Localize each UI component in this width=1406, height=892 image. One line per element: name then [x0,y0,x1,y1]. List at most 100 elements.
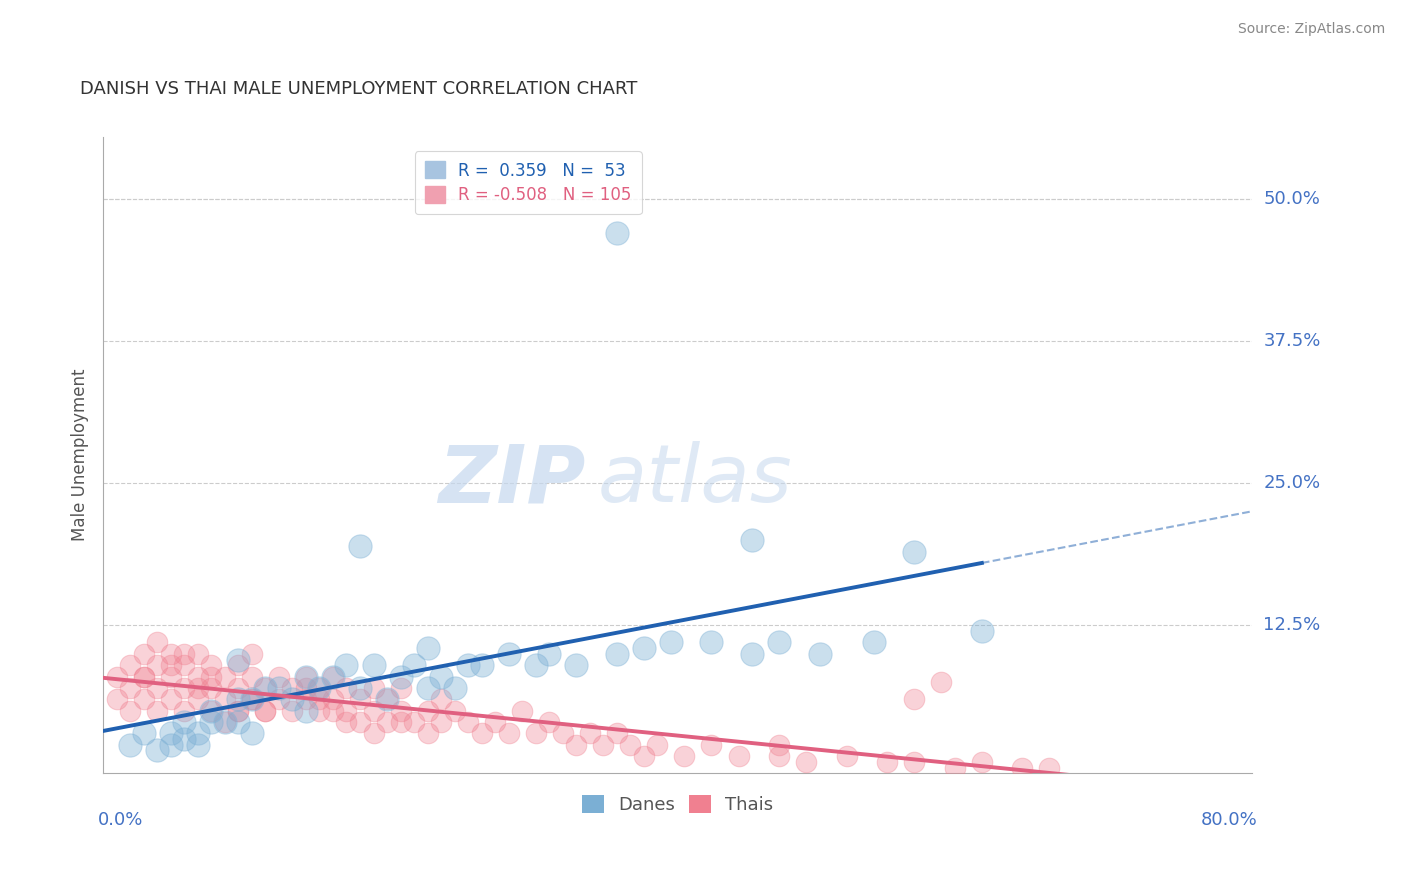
Point [862,635,884,649]
Point [498,726,520,740]
Point [457,714,479,729]
Point [430,714,453,729]
Point [349,692,371,706]
Point [416,681,439,695]
Point [416,704,439,718]
Point [363,658,385,673]
Point [173,704,195,718]
Point [254,704,277,718]
Text: 50.0%: 50.0% [1264,190,1320,208]
Point [226,704,249,718]
Point [443,681,465,695]
Point [214,692,236,706]
Point [375,714,398,729]
Point [363,681,385,695]
Point [173,681,195,695]
Point [606,227,628,241]
Point [335,704,357,718]
Point [903,544,925,558]
Point [240,692,263,706]
Point [120,658,142,673]
Point [565,738,588,752]
Point [741,533,763,548]
Point [363,726,385,740]
Point [943,760,966,774]
Point [226,692,249,706]
Point [349,539,371,553]
Point [308,681,330,695]
Point [308,681,330,695]
Text: 25.0%: 25.0% [1264,475,1320,492]
Point [200,669,222,683]
Point [214,669,236,683]
Point [254,704,277,718]
Point [430,669,453,683]
Point [402,658,425,673]
Point [322,669,344,683]
Point [159,658,181,673]
Point [929,675,952,690]
Point [510,704,533,718]
Point [322,692,344,706]
Point [281,692,304,706]
Point [226,658,249,673]
Point [187,726,209,740]
Point [700,738,723,752]
Point [173,714,195,729]
Point [173,658,195,673]
Point [416,726,439,740]
Point [970,624,993,639]
Point [132,669,155,683]
Point [322,669,344,683]
Point [835,749,858,764]
Point [226,704,249,718]
Point [146,635,169,649]
Point [281,704,304,718]
Point [578,726,600,740]
Point [484,714,506,729]
Point [146,743,169,757]
Point [349,681,371,695]
Point [295,681,318,695]
Point [187,738,209,752]
Text: 0.0%: 0.0% [97,812,143,830]
Point [240,692,263,706]
Point [281,681,304,695]
Point [120,681,142,695]
Point [295,704,318,718]
Point [187,669,209,683]
Point [146,658,169,673]
Point [200,681,222,695]
Point [132,692,155,706]
Point [159,647,181,661]
Point [876,755,898,769]
Point [768,635,790,649]
Point [402,714,425,729]
Point [768,738,790,752]
Point [200,704,222,718]
Point [363,704,385,718]
Point [389,669,412,683]
Point [159,692,181,706]
Point [240,726,263,740]
Legend: Danes, Thais: Danes, Thais [575,788,780,822]
Point [120,704,142,718]
Point [524,658,547,673]
Point [200,704,222,718]
Point [592,738,614,752]
Point [308,704,330,718]
Point [295,669,318,683]
Point [633,749,655,764]
Point [322,704,344,718]
Point [551,726,574,740]
Point [200,658,222,673]
Point [606,726,628,740]
Point [768,749,790,764]
Y-axis label: Male Unemployment: Male Unemployment [72,368,89,541]
Point [187,647,209,661]
Point [375,692,398,706]
Point [240,669,263,683]
Point [295,669,318,683]
Point [226,681,249,695]
Point [633,641,655,656]
